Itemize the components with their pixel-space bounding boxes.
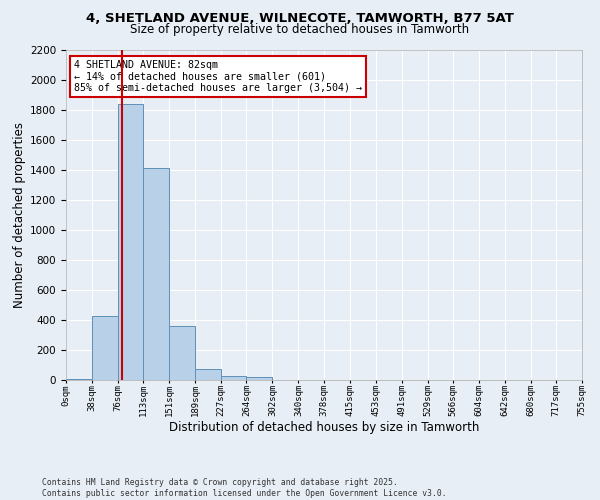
Bar — [169, 326, 195, 380]
Text: Contains HM Land Registry data © Crown copyright and database right 2025.
Contai: Contains HM Land Registry data © Crown c… — [42, 478, 446, 498]
Text: 4, SHETLAND AVENUE, WILNECOTE, TAMWORTH, B77 5AT: 4, SHETLAND AVENUE, WILNECOTE, TAMWORTH,… — [86, 12, 514, 26]
Text: Size of property relative to detached houses in Tamworth: Size of property relative to detached ho… — [130, 22, 470, 36]
X-axis label: Distribution of detached houses by size in Tamworth: Distribution of detached houses by size … — [169, 420, 479, 434]
Bar — [143, 168, 169, 380]
Bar — [92, 316, 118, 380]
Bar — [247, 377, 272, 380]
Bar — [221, 376, 247, 380]
Text: 4 SHETLAND AVENUE: 82sqm
← 14% of detached houses are smaller (601)
85% of semi-: 4 SHETLAND AVENUE: 82sqm ← 14% of detach… — [74, 60, 362, 93]
Bar — [195, 369, 221, 380]
Bar — [118, 104, 143, 380]
Y-axis label: Number of detached properties: Number of detached properties — [13, 122, 26, 308]
Bar — [66, 378, 92, 380]
